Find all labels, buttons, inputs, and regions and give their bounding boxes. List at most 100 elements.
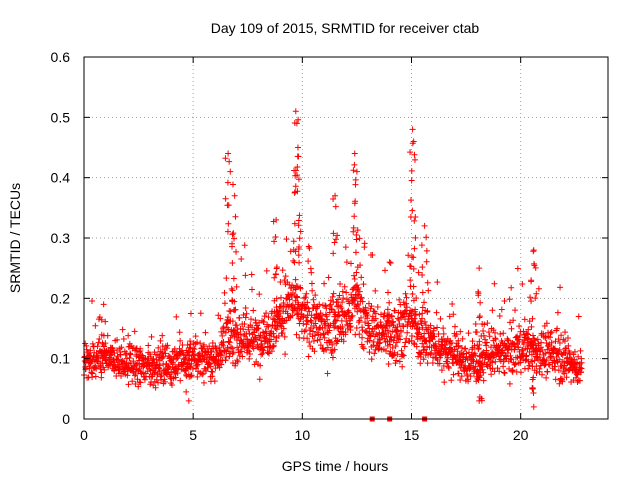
data-point xyxy=(279,267,286,274)
data-point xyxy=(258,351,265,358)
x-tick-label: 15 xyxy=(404,427,420,443)
data-point xyxy=(536,368,543,375)
data-point xyxy=(98,331,105,338)
data-point xyxy=(279,330,286,337)
data-point xyxy=(564,335,571,342)
data-point xyxy=(458,373,465,380)
data-point xyxy=(465,378,472,385)
data-point xyxy=(431,333,438,340)
data-point xyxy=(227,344,234,351)
data-point xyxy=(515,336,522,343)
data-point xyxy=(248,271,255,278)
data-point xyxy=(338,305,345,312)
data-point xyxy=(111,350,118,357)
data-point xyxy=(194,373,201,380)
data-point xyxy=(194,361,201,368)
data-point xyxy=(418,242,425,249)
data-point xyxy=(556,339,563,346)
data-point xyxy=(483,339,490,346)
data-point xyxy=(275,332,282,339)
data-point xyxy=(127,351,134,358)
data-point xyxy=(330,195,337,202)
data-point xyxy=(489,359,496,366)
data-point xyxy=(355,284,362,291)
data-point xyxy=(480,369,487,376)
data-point xyxy=(225,202,232,209)
data-point xyxy=(419,340,426,347)
data-point xyxy=(292,167,299,174)
data-point xyxy=(350,228,357,235)
data-point xyxy=(529,332,536,339)
data-point xyxy=(155,379,162,386)
data-point xyxy=(488,371,495,378)
data-point xyxy=(223,353,230,360)
data-point xyxy=(306,308,313,315)
data-point xyxy=(186,357,193,364)
data-point xyxy=(209,369,216,376)
data-point xyxy=(397,336,404,343)
data-point xyxy=(441,379,448,386)
data-point xyxy=(164,342,171,349)
data-point xyxy=(145,342,152,349)
data-point xyxy=(232,213,239,220)
data-point xyxy=(295,116,302,123)
data-point xyxy=(353,231,360,238)
data-point xyxy=(98,369,105,376)
data-point xyxy=(368,303,375,310)
data-point xyxy=(472,352,479,359)
data-point xyxy=(230,307,237,314)
data-point xyxy=(156,368,163,375)
data-point xyxy=(277,278,284,285)
data-point xyxy=(384,327,391,334)
data-point xyxy=(413,343,420,350)
data-point xyxy=(559,378,566,385)
data-point xyxy=(352,249,359,256)
data-point xyxy=(543,320,550,327)
data-point xyxy=(172,374,179,381)
data-point xyxy=(499,349,506,356)
data-point xyxy=(277,310,284,317)
data-point xyxy=(207,363,214,370)
data-point xyxy=(129,378,136,385)
data-point xyxy=(428,349,435,356)
data-point xyxy=(184,362,191,369)
data-point xyxy=(222,195,229,202)
data-point xyxy=(271,238,278,245)
data-point xyxy=(229,318,236,325)
data-point xyxy=(273,264,280,271)
data-point xyxy=(514,333,521,340)
data-point xyxy=(419,324,426,331)
data-point xyxy=(343,259,350,266)
data-point xyxy=(538,339,545,346)
data-point xyxy=(111,367,118,374)
data-point xyxy=(409,291,416,298)
data-point xyxy=(544,368,551,375)
data-point xyxy=(578,359,585,366)
data-point xyxy=(271,274,278,281)
data-point xyxy=(226,353,233,360)
y-tick-label: 0.3 xyxy=(51,230,71,246)
data-point xyxy=(339,288,346,295)
data-point xyxy=(125,381,132,388)
data-point xyxy=(476,265,483,272)
data-point xyxy=(271,316,278,323)
data-point xyxy=(243,310,250,317)
data-point xyxy=(347,260,354,267)
data-point xyxy=(530,389,537,396)
data-point xyxy=(386,299,393,306)
data-point xyxy=(333,337,340,344)
data-point xyxy=(401,311,408,318)
data-point xyxy=(540,330,547,337)
data-point xyxy=(294,153,301,160)
data-point xyxy=(209,340,216,347)
data-point xyxy=(233,248,240,255)
data-point xyxy=(502,352,509,359)
data-point xyxy=(255,325,262,332)
data-point xyxy=(399,351,406,358)
data-point xyxy=(490,354,497,361)
data-point xyxy=(412,214,419,221)
data-point xyxy=(478,397,485,404)
data-point xyxy=(500,363,507,370)
data-point xyxy=(301,295,308,302)
data-point xyxy=(84,374,91,381)
